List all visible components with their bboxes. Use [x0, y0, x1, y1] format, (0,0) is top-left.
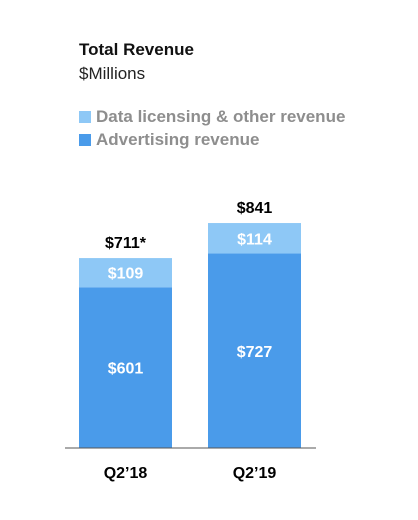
legend-label-data-licensing: Data licensing & other revenue — [96, 106, 346, 126]
legend-swatch-data-licensing — [79, 110, 91, 123]
legend-label-advertising: Advertising revenue — [96, 129, 260, 149]
legend-item-advertising: Advertising revenue — [79, 128, 345, 151]
x-tick-label-q2-19: Q2’19 — [233, 465, 277, 482]
legend-swatch-advertising — [79, 133, 91, 146]
data-label-data-licensing-other-revenue-q2-18: $109 — [108, 266, 144, 283]
total-label-q2-18: $711* — [105, 235, 147, 252]
legend: Data licensing & other revenue Advertisi… — [79, 105, 345, 151]
legend-item-data-licensing: Data licensing & other revenue — [79, 105, 345, 128]
bar-segment-advertising-revenue-q2-19 — [208, 253, 301, 448]
bar-segment-data-licensing-other-revenue-q2-18 — [79, 258, 172, 288]
total-label-q2-19: $841 — [237, 200, 273, 217]
chart-title: Total Revenue — [79, 40, 194, 59]
bar-segment-data-licensing-other-revenue-q2-19 — [208, 223, 301, 254]
data-label-advertising-revenue-q2-19: $727 — [237, 344, 273, 361]
bar-segment-advertising-revenue-q2-18 — [79, 287, 172, 448]
data-label-data-licensing-other-revenue-q2-19: $114 — [237, 231, 272, 248]
data-label-advertising-revenue-q2-18: $601 — [108, 361, 144, 378]
x-tick-label-q2-18: Q2’18 — [104, 465, 148, 482]
chart-subtitle: $Millions — [79, 64, 146, 83]
